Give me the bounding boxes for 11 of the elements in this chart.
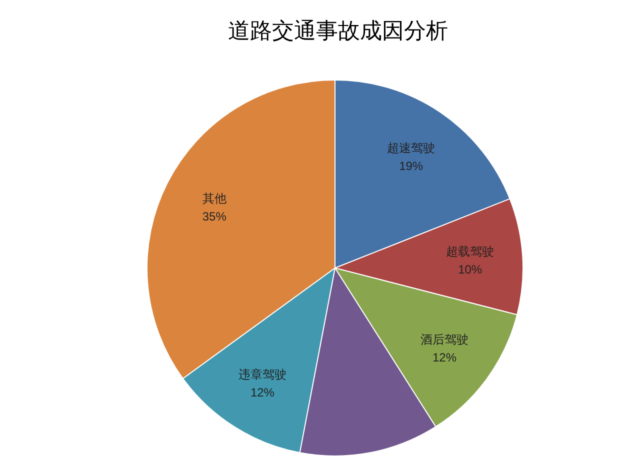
slice-label: 超载驾驶 <box>446 244 494 258</box>
data-label: 12% <box>432 350 457 365</box>
slice-label: 违章驾驶 <box>238 367 286 382</box>
data-label: 12% <box>250 385 275 400</box>
slice-label: 超速驾驶 <box>387 141 436 156</box>
slice-label: 酒后驾驶 <box>420 332 469 347</box>
data-label: 10% <box>458 262 482 276</box>
slice-label: 其他 <box>202 192 226 206</box>
data-label: 35% <box>202 210 227 224</box>
chart-title: 道路交通事故成因分析 <box>228 19 448 44</box>
data-label: 19% <box>399 159 424 174</box>
